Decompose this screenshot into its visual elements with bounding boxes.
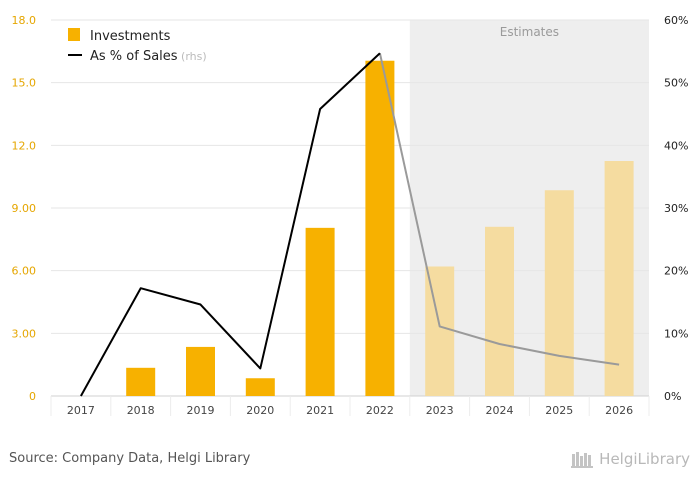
line-actual-segment <box>80 52 381 397</box>
left-y-axis: 0 3.00 6.00 9.00 12.0 15.0 18.0 <box>12 14 37 403</box>
right-tick-label: 30% <box>664 202 688 215</box>
brand-name: HelgiLibrary <box>599 450 690 468</box>
library-shelf-icon <box>571 452 594 468</box>
right-tick-label: 60% <box>664 14 688 27</box>
right-y-axis: 0% 10% 20% 30% 40% 50% 60% <box>664 14 688 403</box>
x-tick-label: 2018 <box>127 404 155 417</box>
line-estimate-segment <box>378 52 620 366</box>
line-series <box>80 52 620 397</box>
x-tick-label: 2025 <box>545 404 573 417</box>
left-tick-label: 6.00 <box>12 265 37 278</box>
left-tick-label: 18.0 <box>12 14 37 27</box>
left-tick-label: 9.00 <box>12 202 37 215</box>
bar <box>305 227 335 396</box>
x-tick-label: 2017 <box>67 404 95 417</box>
legend-label-investments: Investments <box>90 29 171 44</box>
legend-label-sales-ratio-main: As % of Sales <box>90 49 178 64</box>
x-tick-label: 2020 <box>246 404 274 417</box>
x-tick-label: 2024 <box>486 404 514 417</box>
right-tick-label: 10% <box>664 327 688 340</box>
x-tick-label: 2026 <box>605 404 633 417</box>
x-tick-label: 2022 <box>366 404 394 417</box>
right-tick-label: 40% <box>664 139 688 152</box>
x-axis: 2017 2018 2019 2020 2021 2022 2023 2024 2025 2026 <box>50 395 650 417</box>
brand-logo: HelgiLibrary <box>571 449 690 469</box>
bar <box>245 378 275 396</box>
legend-label-sales-ratio: As % of Sales (rhs) <box>90 49 207 64</box>
bar <box>604 161 634 396</box>
source-note: Source: Company Data, Helgi Library <box>9 451 251 466</box>
bar <box>425 266 455 396</box>
right-tick-label: 50% <box>664 77 688 90</box>
estimates-label: Estimates <box>500 25 559 39</box>
bar <box>365 60 395 396</box>
x-tick-label: 2023 <box>426 404 454 417</box>
bar <box>544 190 574 396</box>
left-tick-label: 15.0 <box>12 77 37 90</box>
legend-label-rhs: (rhs) <box>178 50 207 63</box>
chart: Estimates 2017 2018 2019 2020 2021 2022 2023 20… <box>12 14 689 417</box>
x-tick-label: 2019 <box>187 404 215 417</box>
bars <box>126 60 634 396</box>
left-tick-label: 0 <box>29 390 36 403</box>
bar <box>485 226 514 396</box>
legend: Investments As % of Sales (rhs) <box>68 28 207 64</box>
legend-swatch-investments <box>68 28 80 41</box>
bar <box>126 367 156 396</box>
bar <box>186 346 215 396</box>
left-tick-label: 12.0 <box>12 139 37 152</box>
left-tick-label: 3.00 <box>12 327 37 340</box>
x-tick-label: 2021 <box>306 404 334 417</box>
right-tick-label: 20% <box>664 265 688 278</box>
right-tick-label: 0% <box>664 390 681 403</box>
